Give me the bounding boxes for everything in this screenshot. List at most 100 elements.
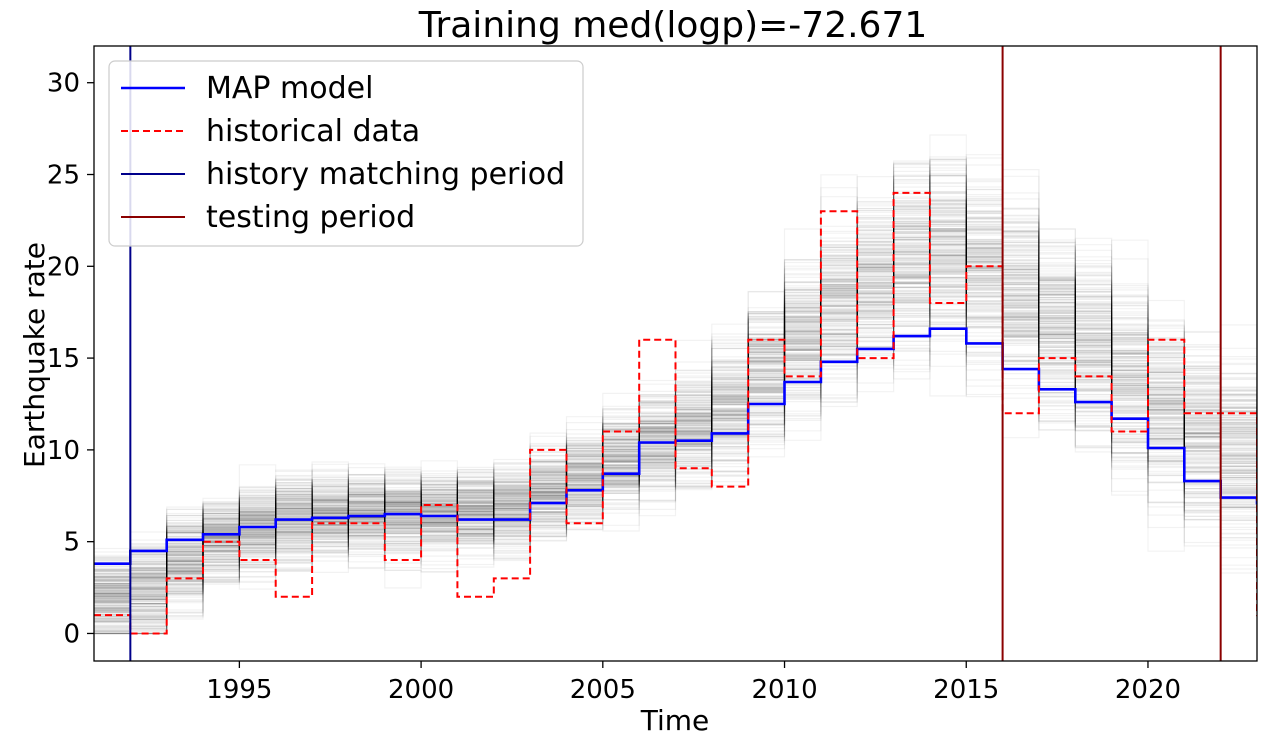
ensemble-sample-line bbox=[94, 261, 1257, 611]
ensemble-sample-line bbox=[94, 267, 1257, 635]
ensemble-sample-line bbox=[94, 158, 1257, 627]
ensemble-sample-line bbox=[94, 267, 1257, 625]
y-tick-label: 5 bbox=[63, 528, 80, 558]
ensemble-sample-line bbox=[94, 163, 1257, 578]
ensemble-sample-line bbox=[94, 289, 1257, 626]
ensemble-sample-line bbox=[94, 199, 1257, 592]
ensemble-sample-line bbox=[94, 219, 1257, 599]
ensemble-sample-line bbox=[94, 262, 1257, 635]
ensemble-sample-line bbox=[94, 253, 1257, 613]
ensemble-sample-line bbox=[94, 209, 1257, 590]
ensemble-sample-line bbox=[94, 204, 1257, 558]
ensemble-sample-line bbox=[94, 221, 1257, 592]
legend-box bbox=[108, 60, 584, 247]
ensemble-sample-line bbox=[94, 243, 1257, 622]
ensemble-sample-line bbox=[94, 236, 1257, 611]
ensemble-sample-line bbox=[94, 188, 1257, 562]
ensemble-sample-line bbox=[94, 244, 1257, 590]
ensemble-sample-line bbox=[94, 182, 1257, 590]
ensemble-sample-line bbox=[94, 266, 1257, 635]
y-axis-label: Earthquake rate bbox=[18, 242, 51, 468]
ensemble-sample-line bbox=[94, 267, 1257, 635]
ensemble-sample-line bbox=[94, 200, 1257, 607]
ensemble-sample-line bbox=[94, 187, 1257, 579]
ensemble-sample-line bbox=[94, 276, 1257, 630]
ensemble-sample-line bbox=[94, 175, 1257, 581]
ensemble-sample-line bbox=[94, 225, 1257, 592]
ensemble-sample-line bbox=[94, 236, 1257, 599]
ensemble-sample-line bbox=[94, 236, 1257, 605]
legend-label: history matching period bbox=[206, 157, 565, 192]
ensemble-sample-line bbox=[94, 214, 1257, 597]
ensemble-sample-line bbox=[94, 335, 1257, 630]
x-tick-label: 2015 bbox=[933, 675, 999, 705]
y-tick-label: 30 bbox=[47, 69, 80, 99]
ensemble-sample-line bbox=[94, 275, 1257, 611]
ensemble-sample-line bbox=[94, 213, 1257, 592]
ensemble-sample-line bbox=[94, 291, 1257, 613]
x-tick-label: 2020 bbox=[1115, 675, 1181, 705]
ensemble-sample-line bbox=[94, 166, 1257, 575]
ensemble-sample-line bbox=[94, 238, 1257, 586]
ensemble-sample-line bbox=[94, 225, 1257, 604]
ensemble-sample-line bbox=[94, 229, 1257, 585]
x-axis-label: Time bbox=[640, 704, 710, 737]
ensemble-sample-line bbox=[94, 249, 1257, 611]
ensemble-sample-line bbox=[94, 259, 1257, 597]
ensemble-sample-line bbox=[94, 160, 1257, 591]
ensemble-sample-line bbox=[94, 211, 1257, 597]
ensemble-sample-line bbox=[94, 223, 1257, 622]
ensemble-sample-line bbox=[94, 191, 1257, 588]
ensemble-sample-line bbox=[94, 307, 1257, 635]
ensemble-lines bbox=[94, 134, 1257, 635]
ensemble-sample-line bbox=[94, 221, 1257, 582]
ensemble-sample-line bbox=[94, 231, 1257, 571]
ensemble-sample-line bbox=[94, 263, 1257, 620]
ensemble-sample-line bbox=[94, 309, 1257, 635]
ensemble-sample-line bbox=[94, 279, 1257, 609]
ensemble-sample-line bbox=[94, 262, 1257, 612]
ensemble-sample-line bbox=[94, 175, 1257, 583]
map-model-line bbox=[94, 327, 1257, 565]
ensemble-sample-line bbox=[94, 273, 1257, 623]
legend-label: testing period bbox=[206, 200, 415, 235]
ensemble-sample-line bbox=[94, 255, 1257, 597]
x-axis-ticks: 1995 2000 2005 2010 2015 2020 bbox=[206, 661, 1181, 705]
ensemble-sample-line bbox=[94, 261, 1257, 635]
ensemble-sample-line bbox=[94, 301, 1257, 595]
ensemble-sample-line bbox=[94, 252, 1257, 599]
legend-entries: MAP model historical data history matching… bbox=[121, 71, 565, 235]
ensemble-sample-line bbox=[94, 210, 1257, 573]
ensemble-sample-line bbox=[94, 218, 1257, 613]
ensemble-sample-line bbox=[94, 229, 1257, 591]
ensemble-sample-line bbox=[94, 242, 1257, 585]
ensemble-sample-line bbox=[94, 236, 1257, 628]
ensemble-sample-line bbox=[94, 237, 1257, 600]
ensemble-sample-line bbox=[94, 197, 1257, 574]
ensemble-sample-line bbox=[94, 285, 1257, 623]
ensemble-sample-line bbox=[94, 238, 1257, 594]
ensemble-sample-line bbox=[94, 186, 1257, 593]
ensemble-sample-line bbox=[94, 253, 1257, 633]
ensemble-sample-line bbox=[94, 206, 1257, 596]
ensemble-sample-line bbox=[94, 244, 1257, 595]
ensemble-sample-line bbox=[94, 249, 1257, 619]
ensemble-sample-line bbox=[94, 225, 1257, 590]
ensemble-sample-line bbox=[94, 170, 1257, 589]
y-tick-label: 10 bbox=[47, 436, 80, 466]
ensemble-sample-line bbox=[94, 231, 1257, 612]
ensemble-sample-line bbox=[94, 208, 1257, 598]
ensemble-sample-line bbox=[94, 174, 1257, 600]
ensemble-sample-line bbox=[94, 266, 1257, 596]
ensemble-sample-line bbox=[94, 307, 1257, 635]
ensemble-sample-line bbox=[94, 221, 1257, 603]
ensemble-sample-line bbox=[94, 225, 1257, 597]
ensemble-sample-line bbox=[94, 291, 1257, 627]
ensemble-sample-line bbox=[94, 192, 1257, 567]
ensemble-sample-line bbox=[94, 181, 1257, 565]
ensemble-sample-line bbox=[94, 219, 1257, 592]
ensemble-sample-line bbox=[94, 242, 1257, 579]
ensemble-sample-line bbox=[94, 207, 1257, 578]
ensemble-sample-line bbox=[94, 174, 1257, 608]
ensemble-sample-line bbox=[94, 221, 1257, 611]
